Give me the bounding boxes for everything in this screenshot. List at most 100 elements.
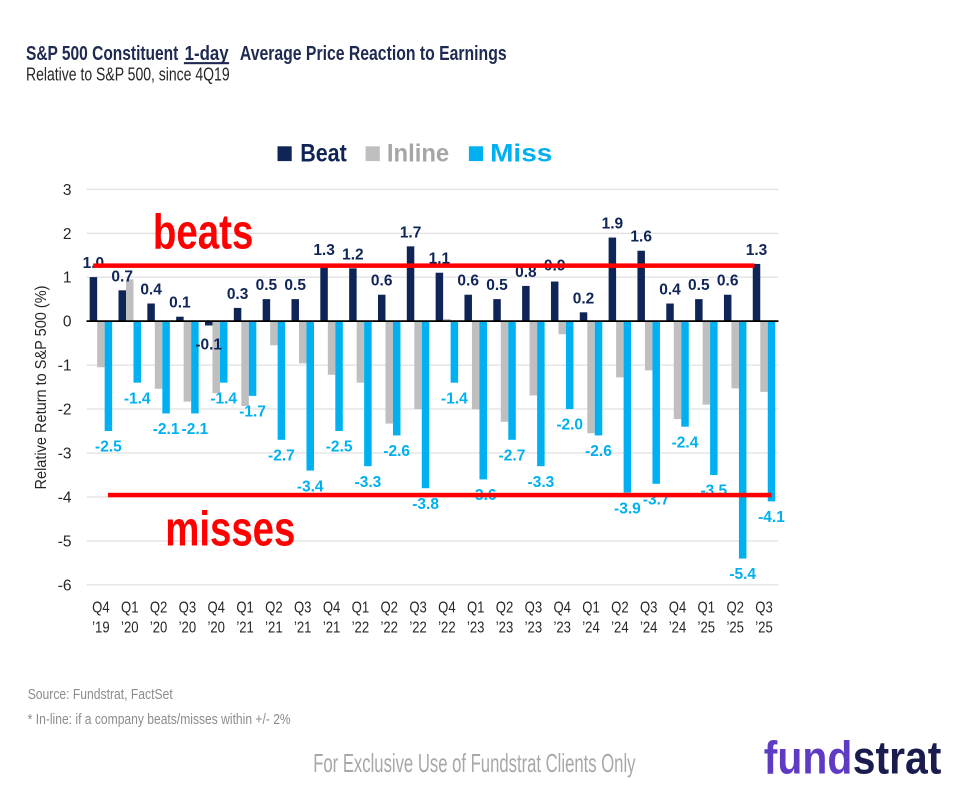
svg-text:* In-line: if a company beats/: * In-line: if a company beats/misses wit… (28, 712, 291, 728)
svg-text:-2.6: -2.6 (383, 443, 410, 460)
svg-text:-4: -4 (58, 490, 72, 507)
svg-text:For Exclusive Use of Fundstrat: For Exclusive Use of Fundstrat Clients O… (313, 750, 635, 778)
svg-text:Q2: Q2 (150, 599, 168, 616)
svg-text:0.1: 0.1 (169, 295, 191, 312)
svg-text:0.7: 0.7 (111, 268, 133, 285)
svg-text:’21: ’21 (236, 619, 254, 636)
svg-text:Q3: Q3 (755, 599, 773, 616)
svg-text:’19: ’19 (92, 619, 110, 636)
svg-text:fund: fund (764, 731, 853, 783)
svg-text:0.3: 0.3 (227, 286, 249, 303)
svg-text:-2.7: -2.7 (268, 448, 295, 465)
svg-text:3: 3 (63, 182, 72, 199)
svg-text:-3.4: -3.4 (297, 478, 324, 495)
svg-text:Q1: Q1 (236, 599, 254, 616)
svg-text:0.4: 0.4 (140, 282, 162, 299)
svg-text:’20: ’20 (121, 619, 139, 636)
svg-text:1.9: 1.9 (602, 216, 624, 233)
svg-text:0.6: 0.6 (717, 273, 739, 290)
svg-text:1.7: 1.7 (400, 224, 422, 241)
svg-text:0.5: 0.5 (688, 277, 710, 294)
svg-text:1.2: 1.2 (342, 246, 364, 263)
svg-text:-1.4: -1.4 (441, 390, 468, 407)
svg-text:-2.5: -2.5 (95, 439, 122, 456)
svg-text:-1.4: -1.4 (210, 390, 237, 407)
svg-text:-1.7: -1.7 (239, 404, 266, 421)
svg-text:Q3: Q3 (640, 599, 658, 616)
svg-text:1.3: 1.3 (313, 242, 335, 259)
svg-text:Q2: Q2 (726, 599, 744, 616)
svg-text:’21: ’21 (294, 619, 312, 636)
svg-text:-2.1: -2.1 (153, 421, 180, 438)
svg-text:’21: ’21 (265, 619, 283, 636)
svg-text:-1: -1 (58, 358, 72, 375)
svg-text:-5: -5 (58, 534, 72, 551)
svg-text:Q3: Q3 (179, 599, 197, 616)
svg-text:-2.1: -2.1 (182, 421, 209, 438)
svg-text:-5.4: -5.4 (729, 566, 756, 583)
svg-text:2: 2 (63, 226, 72, 243)
svg-text:-3: -3 (58, 446, 72, 463)
svg-text:Q4: Q4 (92, 599, 110, 616)
svg-text:Q2: Q2 (380, 599, 398, 616)
svg-text:’24: ’24 (582, 619, 600, 636)
svg-text:1: 1 (63, 270, 72, 287)
svg-text:beats: beats (153, 206, 254, 260)
svg-text:-1.4: -1.4 (124, 390, 151, 407)
svg-text:0.5: 0.5 (486, 277, 508, 294)
svg-text:Q1: Q1 (698, 599, 716, 616)
svg-text:’25: ’25 (698, 619, 716, 636)
svg-text:Average Price Reaction to Earn: Average Price Reaction to Earnings (240, 42, 507, 65)
svg-text:Inline: Inline (387, 140, 449, 168)
svg-text:Q4: Q4 (553, 599, 571, 616)
svg-text:’24: ’24 (640, 619, 658, 636)
svg-text:’23: ’23 (467, 619, 485, 636)
svg-text:’20: ’20 (179, 619, 197, 636)
svg-text:Q1: Q1 (121, 599, 139, 616)
svg-text:Relative to S&P 500, since 4Q1: Relative to S&P 500, since 4Q19 (26, 63, 230, 84)
svg-text:Q3: Q3 (525, 599, 543, 616)
svg-text:’22: ’22 (409, 619, 427, 636)
svg-text:0.6: 0.6 (457, 273, 479, 290)
svg-text:Source: Fundstrat, FactSet: Source: Fundstrat, FactSet (28, 687, 173, 703)
svg-text:’23: ’23 (496, 619, 514, 636)
svg-text:’23: ’23 (553, 619, 571, 636)
svg-text:S&P 500 Constituent: S&P 500 Constituent (26, 42, 178, 65)
svg-text:0.5: 0.5 (256, 277, 278, 294)
svg-text:-4.1: -4.1 (758, 509, 785, 526)
svg-text:’25: ’25 (755, 619, 773, 636)
svg-text:0.4: 0.4 (659, 282, 681, 299)
svg-text:Relative Return to S&P 500 (%): Relative Return to S&P 500 (%) (33, 286, 50, 490)
svg-text:0: 0 (63, 314, 72, 331)
svg-text:’22: ’22 (380, 619, 398, 636)
svg-text:’21: ’21 (323, 619, 341, 636)
svg-text:-2.4: -2.4 (672, 434, 699, 451)
svg-text:Q4: Q4 (669, 599, 687, 616)
svg-text:Q4: Q4 (438, 599, 456, 616)
svg-text:-6: -6 (58, 578, 72, 595)
svg-text:-2.5: -2.5 (326, 439, 353, 456)
svg-text:-0.1: -0.1 (195, 337, 222, 354)
svg-text:0.6: 0.6 (371, 273, 393, 290)
svg-text:0.2: 0.2 (573, 290, 595, 307)
svg-text:Q3: Q3 (294, 599, 312, 616)
svg-text:Q3: Q3 (409, 599, 427, 616)
svg-text:Q1: Q1 (582, 599, 600, 616)
svg-text:’24: ’24 (669, 619, 687, 636)
svg-text:Q2: Q2 (611, 599, 629, 616)
svg-text:’22: ’22 (438, 619, 456, 636)
svg-text:1.6: 1.6 (630, 229, 652, 246)
svg-text:’20: ’20 (150, 619, 168, 636)
svg-text:0.5: 0.5 (284, 277, 306, 294)
svg-text:1.3: 1.3 (746, 242, 768, 259)
svg-text:-3.8: -3.8 (412, 496, 439, 513)
svg-text:’24: ’24 (611, 619, 629, 636)
svg-text:’23: ’23 (525, 619, 543, 636)
svg-text:-3.3: -3.3 (528, 474, 555, 491)
svg-text:-2.7: -2.7 (499, 448, 526, 465)
svg-text:-2: -2 (58, 402, 72, 419)
svg-text:’20: ’20 (207, 619, 225, 636)
svg-text:-2.6: -2.6 (585, 443, 612, 460)
svg-text:-3.9: -3.9 (614, 500, 641, 517)
svg-text:Beat: Beat (300, 140, 347, 168)
